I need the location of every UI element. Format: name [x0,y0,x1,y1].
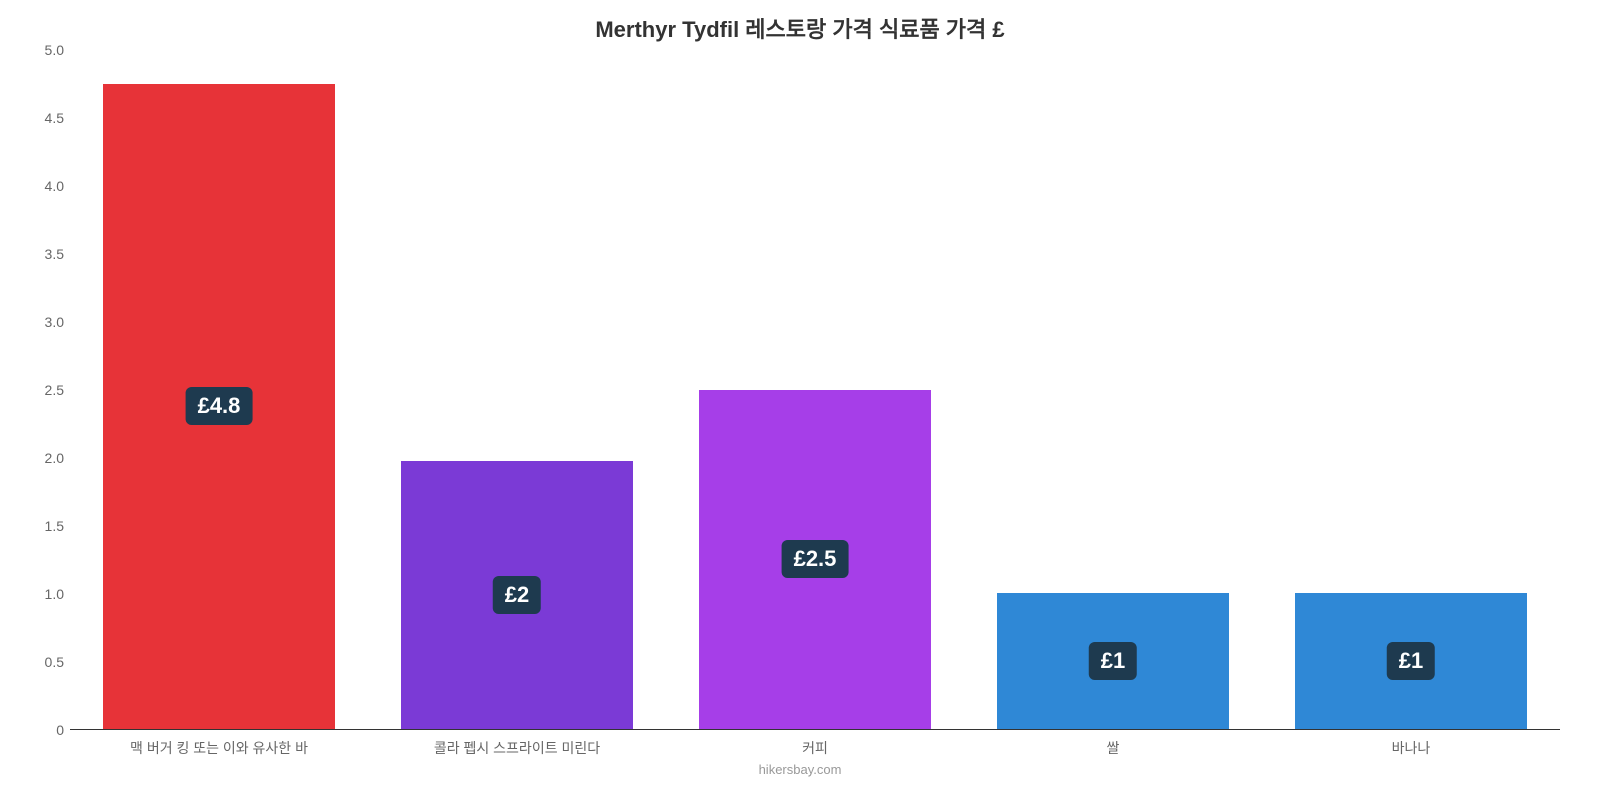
chart-title: Merthyr Tydfil 레스토랑 가격 식료품 가격 £ [30,12,1570,44]
value-badge: £1 [1387,642,1435,680]
bar-slot: £2 [368,50,666,729]
bar: £2 [401,461,633,729]
bar-slot: £1 [1262,50,1560,729]
value-badge: £4.8 [186,387,253,425]
bar: £1 [997,593,1229,729]
bar-slot: £2.5 [666,50,964,729]
x-tick-label: 커피 [666,738,964,758]
y-tick-label: 4.0 [45,178,64,194]
value-badge: £1 [1089,642,1137,680]
bar: £1 [1295,593,1527,729]
y-tick-label: 3.5 [45,246,64,262]
bar-slot: £4.8 [70,50,368,729]
y-tick-label: 5.0 [45,42,64,58]
value-badge: £2.5 [782,540,849,578]
bar: £4.8 [103,84,335,729]
y-axis: 00.51.01.52.02.53.03.54.04.55.0 [30,50,70,730]
plot-area: 00.51.01.52.02.53.03.54.04.55.0 £4.8£2£2… [70,50,1560,730]
chart-footer: hikersbay.com [30,762,1570,777]
y-tick-label: 4.5 [45,110,64,126]
bars-container: £4.8 £2 £2.5 £1 £1 [70,50,1560,730]
y-tick-label: 3.0 [45,314,64,330]
y-tick-label: 2.5 [45,382,64,398]
x-tick-label: 쌀 [964,738,1262,758]
y-tick-label: 1.5 [45,518,64,534]
y-tick-label: 0 [56,722,64,738]
y-tick-label: 1.0 [45,586,64,602]
x-axis-labels: 맥 버거 킹 또는 이와 유사한 바콜라 펩시 스프라이트 미린다커피쌀바나나 [70,738,1560,758]
x-tick-label: 콜라 펩시 스프라이트 미린다 [368,738,666,758]
bar: £2.5 [699,390,931,730]
x-tick-label: 바나나 [1262,738,1560,758]
price-chart: Merthyr Tydfil 레스토랑 가격 식료품 가격 £ 0 0.5 1.0 1… [0,0,1600,800]
x-tick-label: 맥 버거 킹 또는 이와 유사한 바 [70,738,368,758]
y-tick-label: 2.0 [45,450,64,466]
value-badge: £2 [493,576,541,614]
y-tick-label: 0.5 [45,654,64,670]
bar-slot: £1 [964,50,1262,729]
